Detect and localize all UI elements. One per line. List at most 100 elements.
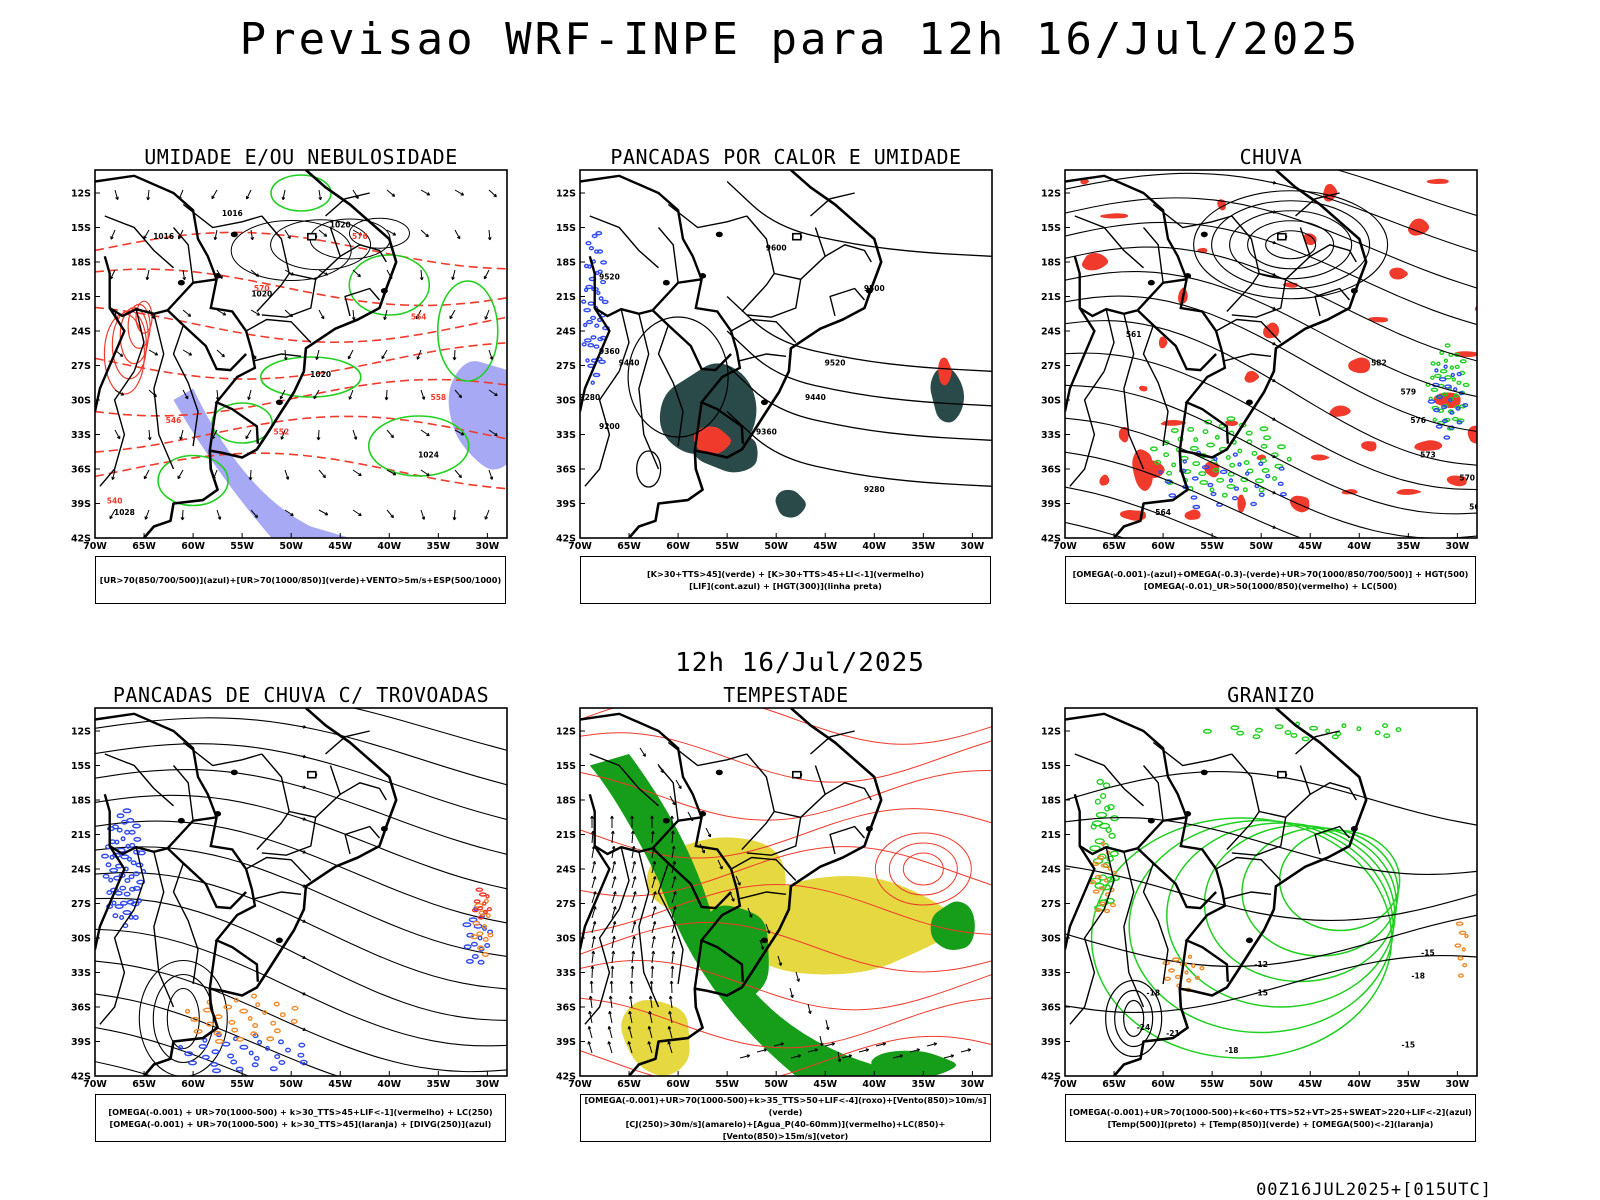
- state-border: [172, 765, 194, 821]
- coastline: [143, 170, 398, 538]
- lake-marker: [715, 231, 723, 238]
- wind-vector: [250, 309, 261, 316]
- state-border: [253, 353, 302, 362]
- divergence-contour-blue: [130, 860, 137, 866]
- divergence-contour-blue: [484, 942, 491, 948]
- divergence-contour-blue: [119, 914, 125, 920]
- wind-vector: [611, 876, 617, 889]
- rain-area-red: [1237, 494, 1246, 513]
- divergence-contour-blue: [116, 827, 123, 833]
- lon-label: 55W: [1200, 541, 1224, 552]
- wind-vector: [825, 1019, 830, 1031]
- omega-contour-green: [1262, 435, 1271, 441]
- state-border: [344, 825, 381, 855]
- wind-vector: [483, 269, 490, 280]
- wind-vector: [777, 955, 783, 966]
- omega-contour-green: [1227, 471, 1235, 477]
- wind-vector: [630, 815, 634, 829]
- streamline-arrow: [1270, 240, 1277, 245]
- omega-contour-green: [1149, 446, 1158, 452]
- divergence-contour-blue: [132, 823, 142, 829]
- lon-label: 30W: [476, 1079, 500, 1090]
- wind-vector: [352, 509, 362, 517]
- divergence-contour-blue: [274, 1054, 281, 1060]
- instability-contour-orange: [279, 1012, 286, 1018]
- lake-marker: [1200, 231, 1208, 238]
- map-umidade: 1016 1016 1020 1020 1020 1024 1028 576 570 564 558…: [71, 169, 508, 552]
- wind-vector: [452, 349, 457, 361]
- federal-district-marker: [791, 232, 802, 241]
- wind-vector: [182, 309, 192, 317]
- lat-label: 30S: [556, 934, 576, 945]
- omega-contour-orange: [1186, 978, 1192, 983]
- wind-vector: [179, 429, 184, 441]
- map-layers: 582 579 576 573 570 567 564 561: [1065, 170, 1477, 538]
- state-border: [1069, 908, 1105, 1025]
- state-border: [618, 847, 630, 910]
- omega-contour-blue: [1444, 384, 1452, 389]
- map-chuva: 58257957657357056756456112S15S18S21S24S2…: [1041, 169, 1478, 552]
- height-contour: [726, 330, 992, 407]
- instability-contour-red: [485, 894, 490, 899]
- omega-contour-blue: [1258, 492, 1265, 497]
- map-background: [95, 708, 507, 1076]
- state-border: [584, 908, 620, 1025]
- wind-vector: [420, 429, 430, 437]
- country-border: [1065, 712, 1229, 982]
- wind-vector: [668, 1010, 673, 1024]
- streamline: [95, 743, 507, 821]
- contour-label: -21: [1166, 1029, 1180, 1038]
- humidity-band-blue: [173, 388, 351, 538]
- omega-contour-green: [1462, 382, 1470, 388]
- contour-label: 564: [1155, 508, 1171, 517]
- divergence-contour-blue: [257, 1039, 263, 1045]
- country-border: [95, 712, 259, 982]
- lon-label: 45W: [813, 1079, 837, 1090]
- state-border: [133, 309, 145, 372]
- state-border: [589, 215, 659, 269]
- wind-vector: [347, 349, 354, 360]
- omega-contour-blue: [1250, 501, 1258, 507]
- instability-contour-orange: [472, 920, 481, 926]
- wind-vector: [631, 935, 636, 949]
- state-border: [774, 227, 827, 281]
- wind-vector: [735, 875, 741, 886]
- instability-contour-orange: [184, 1008, 190, 1014]
- legend-box: [OMEGA(-0.001)-(azul)+OMEGA(-0.3)-(verde…: [1065, 556, 1476, 604]
- contour-label: 1016: [153, 232, 174, 241]
- humidity-contour-green: [436, 280, 499, 382]
- lon-label: 50W: [1249, 541, 1273, 552]
- lifted-index-contour: [594, 323, 600, 328]
- divergence-contour-blue: [100, 853, 109, 859]
- wind-vector: [250, 269, 260, 277]
- omega-contour-green: [1441, 392, 1448, 397]
- divergence-contour-blue: [184, 1051, 194, 1057]
- divergence-contour-blue: [202, 1037, 208, 1043]
- divergence-contour-blue: [105, 862, 112, 868]
- divergence-contour-blue: [468, 917, 478, 923]
- omega-contour-green: [1163, 452, 1170, 458]
- wind-vector: [590, 815, 594, 829]
- wind-vector: [628, 1010, 633, 1024]
- omega-contour-orange: [1191, 963, 1196, 968]
- lake-marker: [177, 279, 185, 286]
- omega-contour-green: [1436, 361, 1441, 367]
- temp-500-contour: [1065, 770, 1477, 826]
- legend-line: [OMEGA(-0.001) + UR>70(1000-500) + k>30_…: [108, 1107, 493, 1117]
- panel-title: TEMPESTADE: [723, 683, 849, 707]
- omega-contour-blue: [1433, 407, 1441, 413]
- wind-vector: [671, 891, 677, 904]
- contour-label: -18: [1225, 1046, 1239, 1055]
- wind-vector: [280, 429, 286, 440]
- lat-label: 42S: [1041, 1072, 1061, 1083]
- lat-label: 21S: [1041, 292, 1061, 303]
- streamline: [351, 708, 507, 751]
- lat-label: 24S: [556, 865, 576, 876]
- wind-vector: [607, 1041, 613, 1054]
- lat-label: 18S: [71, 258, 91, 269]
- omega-contour-blue: [1453, 387, 1458, 392]
- streamline: [1065, 352, 1477, 491]
- lon-label: 50W: [764, 541, 788, 552]
- streamline-arrow: [300, 724, 307, 729]
- legend-box: [UR>70(850/700/500)](azul)+[UR>70(1000/8…: [95, 556, 506, 604]
